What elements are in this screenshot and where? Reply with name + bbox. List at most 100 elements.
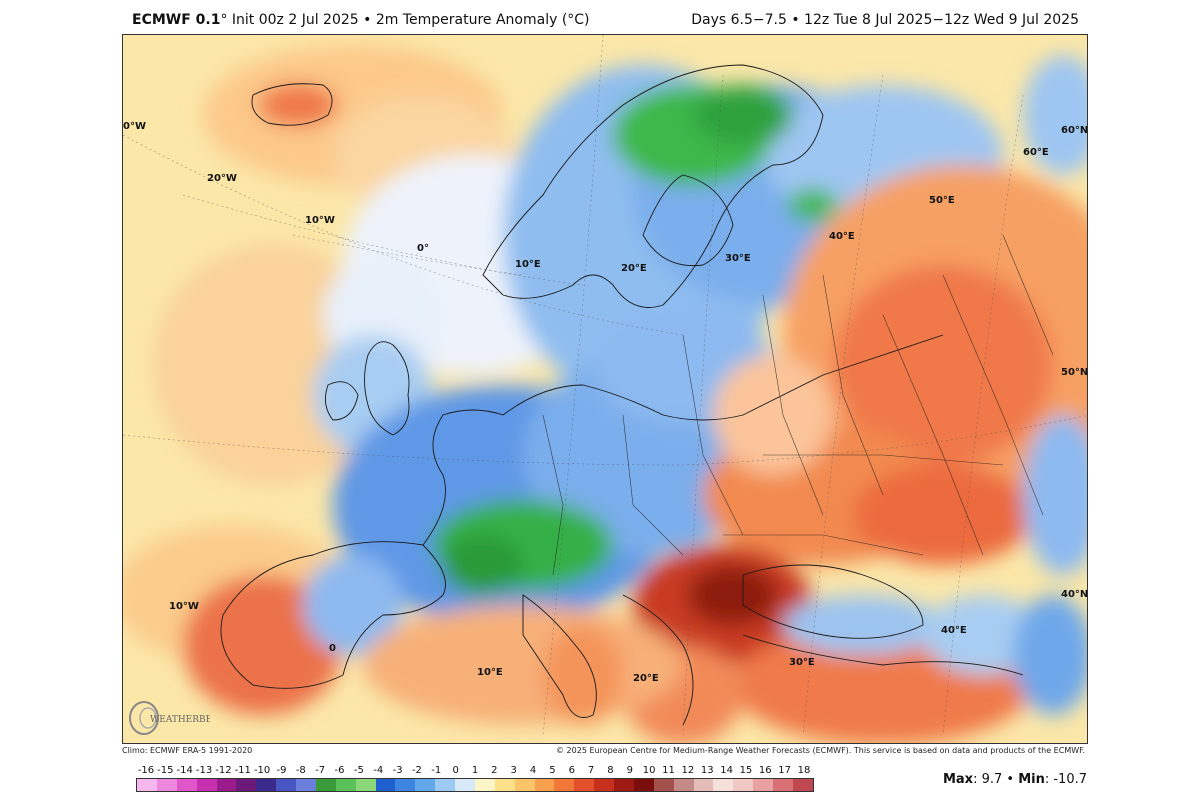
legend-tick-label: 6 bbox=[568, 765, 575, 776]
legend-swatch bbox=[216, 779, 237, 791]
legend-swatch bbox=[534, 779, 555, 791]
logo-text: WEATHERBELL bbox=[150, 715, 210, 725]
legend-tick-label: 2 bbox=[491, 765, 498, 776]
legend-tick-label: -16 bbox=[137, 765, 155, 776]
legend-swatch bbox=[335, 779, 356, 791]
lon-label: 10°E bbox=[477, 667, 503, 678]
legend-tick-label: 1 bbox=[471, 765, 479, 776]
legend-swatch bbox=[673, 779, 694, 791]
max-min-stats: Max: 9.7 • Min: -10.7 bbox=[943, 772, 1087, 787]
model-name: ECMWF 0.1 bbox=[132, 12, 221, 28]
legend-colorbar bbox=[136, 778, 814, 792]
legend-tick-label: 9 bbox=[626, 765, 633, 776]
legend-swatch bbox=[693, 779, 714, 791]
legend-tick-label: -3 bbox=[392, 765, 403, 776]
legend-tick-label: -11 bbox=[234, 765, 251, 776]
lon-label: 10°W bbox=[305, 215, 335, 226]
legend-swatch bbox=[574, 779, 595, 791]
legend-ticks: -16 -15 -14 -13 -12 -11 -10 -9 -8 -7 -6 -5 -4 -3 -2 -1 0… bbox=[136, 765, 814, 777]
lon-label: 20°W bbox=[207, 173, 237, 184]
legend-tick-label: -12 bbox=[215, 765, 232, 776]
legend-tick-label: 11 bbox=[662, 765, 675, 776]
lon-label: 40°E bbox=[941, 625, 967, 636]
legend-tick-label: 3 bbox=[510, 765, 517, 776]
map-canvas bbox=[123, 35, 1087, 743]
climo-credit: Climo: ECMWF ERA-5 1991-2020 bbox=[122, 746, 253, 755]
anomaly-map[interactable]: 0°W 20°W 10°W 0° 10°E 20°E 30°E 40°E 50°… bbox=[122, 34, 1088, 744]
lon-label: 0°W bbox=[123, 121, 146, 132]
lon-label: 10°W bbox=[169, 601, 199, 612]
graticule bbox=[123, 35, 1087, 736]
legend-swatch bbox=[614, 779, 634, 791]
legend-swatch bbox=[792, 779, 813, 791]
legend-tick-label: 5 bbox=[549, 765, 556, 776]
ecmwf-credit: © 2025 European Centre for Medium-Range … bbox=[556, 746, 1085, 755]
legend-tick-label: -9 bbox=[276, 765, 287, 776]
legend-swatch bbox=[494, 779, 515, 791]
legend-swatch bbox=[594, 779, 614, 791]
legend-swatch bbox=[276, 779, 296, 791]
lon-label: 50°E bbox=[929, 195, 955, 206]
legend-tick-label: -6 bbox=[334, 765, 345, 776]
legend-tick-label: -1 bbox=[431, 765, 442, 776]
legend-swatch bbox=[315, 779, 336, 791]
legend-swatch bbox=[455, 779, 475, 791]
lon-label: 20°E bbox=[621, 263, 647, 274]
legend-tick-label: 13 bbox=[700, 765, 714, 776]
lon-label: 30°E bbox=[789, 657, 815, 668]
legend-tick-label: 4 bbox=[529, 765, 537, 776]
legend-swatch bbox=[554, 779, 575, 791]
legend-tick-label: 8 bbox=[607, 765, 614, 776]
min-value: : -10.7 bbox=[1044, 772, 1087, 787]
legend-tick-label: 18 bbox=[797, 765, 811, 776]
legend-tick-label: 15 bbox=[739, 765, 753, 776]
legend-tick-label: -4 bbox=[373, 765, 384, 776]
legend-swatch bbox=[375, 779, 396, 791]
logo-swirl-icon bbox=[129, 701, 159, 735]
legend-tick-label: -13 bbox=[195, 765, 213, 776]
lon-label: 40°E bbox=[829, 231, 855, 242]
legend-swatch bbox=[633, 779, 654, 791]
valid-time: Days 6.5−7.5 • 12z Tue 8 Jul 2025−12z We… bbox=[691, 12, 1079, 28]
legend-swatch bbox=[514, 779, 535, 791]
legend-swatch bbox=[435, 779, 455, 791]
legend-swatch bbox=[753, 779, 773, 791]
legend-tick-label: -10 bbox=[253, 765, 271, 776]
coastlines bbox=[220, 64, 1024, 726]
legend-swatch bbox=[355, 779, 376, 791]
anomaly-field bbox=[123, 45, 1087, 743]
legend-swatch bbox=[196, 779, 217, 791]
max-label: Max bbox=[942, 772, 974, 787]
weatherbell-logo: WEATHERBELL bbox=[129, 701, 210, 735]
legend-swatch bbox=[256, 779, 277, 791]
legend-swatch bbox=[137, 779, 157, 791]
legend-tick-label: -15 bbox=[157, 765, 174, 776]
map-title: ECMWF 0.1° Init 00z 2 Jul 2025 • 2m Temp… bbox=[132, 12, 590, 28]
legend-tick-label: -2 bbox=[411, 765, 422, 776]
max-value: : 9.7 • bbox=[973, 772, 1019, 787]
legend-tick-label: 10 bbox=[642, 765, 656, 776]
legend-tick-label: -7 bbox=[315, 765, 326, 776]
legend-swatch bbox=[156, 779, 177, 791]
lon-label: 0° bbox=[417, 243, 429, 254]
borders bbox=[542, 234, 1054, 576]
lon-label: 20°E bbox=[633, 673, 659, 684]
legend-swatch bbox=[713, 779, 734, 791]
min-label: Min bbox=[1018, 772, 1045, 787]
lat-label: 40°N bbox=[1061, 589, 1088, 600]
lon-label: 60°E bbox=[1023, 147, 1049, 158]
legend-swatch bbox=[176, 779, 197, 791]
legend-tick-label: 14 bbox=[720, 765, 733, 776]
legend-tick-label: 12 bbox=[681, 765, 695, 776]
lat-label: 60°N bbox=[1061, 125, 1088, 136]
legend-tick-label: 0 bbox=[452, 765, 459, 776]
legend-tick-label: 17 bbox=[778, 765, 792, 776]
lat-label: 50°N bbox=[1061, 367, 1088, 378]
legend-swatch bbox=[296, 779, 316, 791]
legend-swatch bbox=[653, 779, 674, 791]
legend-swatch bbox=[733, 779, 754, 791]
legend-tick-label: 16 bbox=[758, 765, 772, 776]
lon-label: 0 bbox=[329, 643, 336, 654]
legend-swatch bbox=[773, 779, 793, 791]
title-details: ° Init 00z 2 Jul 2025 • 2m Temperature A… bbox=[220, 12, 590, 28]
